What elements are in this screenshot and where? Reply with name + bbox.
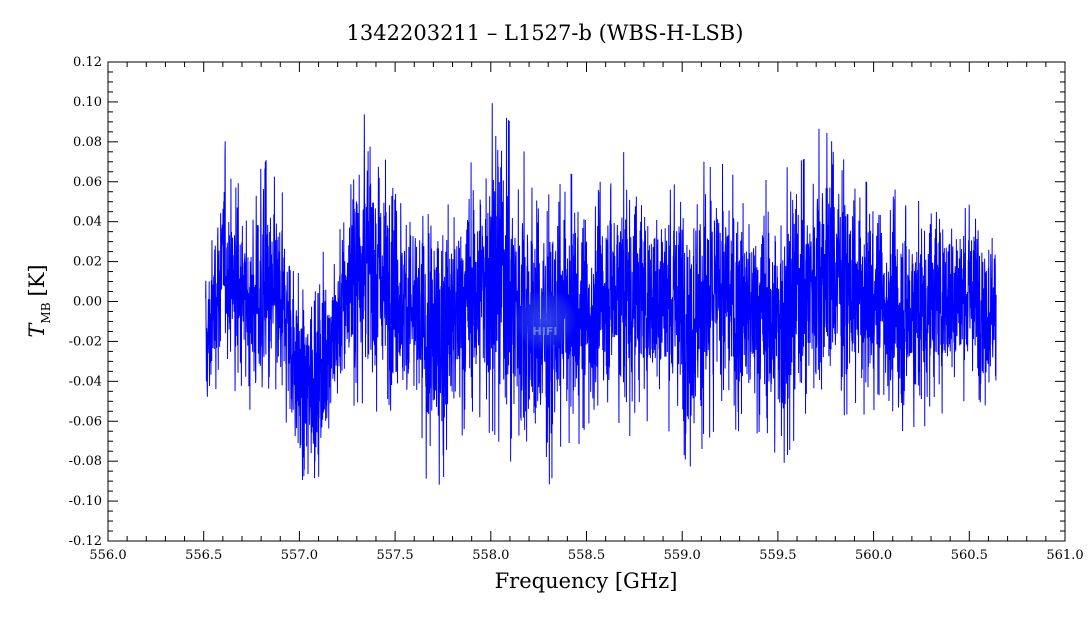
y-tick-label: 0.10 [73, 95, 102, 110]
spectrum-series-line [205, 103, 997, 485]
x-tick-label: 558.0 [472, 548, 509, 563]
watermark-text: HIFI [533, 325, 558, 338]
series-group [205, 103, 997, 485]
y-axis-symbol: T [25, 322, 49, 338]
y-tick-labels: -0.12 -0.10 -0.08 -0.06 -0.04 -0.02 0.00 0.02 0.… [69, 55, 102, 549]
y-tick-label: 0.00 [73, 295, 102, 310]
y-axis-unit: [K] [25, 264, 49, 296]
y-tick-label: -0.08 [69, 454, 102, 469]
y-tick-label: 0.02 [73, 255, 102, 270]
x-tick-label: 560.5 [951, 548, 988, 563]
x-tick-label: 561.0 [1046, 548, 1083, 563]
y-tick-label: -0.10 [69, 494, 102, 509]
y-tick-label: 0.12 [73, 55, 102, 70]
watermark-logo: HIFI [513, 288, 577, 352]
x-tick-label: 557.5 [376, 548, 413, 563]
x-tick-label: 558.5 [568, 548, 605, 563]
y-tick-label: 0.04 [73, 215, 102, 230]
y-tick-label: 0.06 [73, 175, 102, 190]
chart-title: 1342203211 – L1527-b (WBS-H-LSB) [347, 21, 744, 45]
x-tick-label: 559.5 [759, 548, 796, 563]
y-axis-title: TMB [K] [25, 264, 53, 337]
y-tick-label: -0.06 [69, 414, 102, 429]
y-tick-label: -0.02 [69, 334, 102, 349]
x-tick-label: 559.0 [664, 548, 701, 563]
x-tick-label: 556.0 [89, 548, 126, 563]
y-tick-label: -0.04 [69, 374, 102, 389]
x-tick-labels: 556.0 556.5 557.0 557.5 558.0 558.5 559.0 559.5… [89, 548, 1083, 563]
x-tick-label: 560.0 [855, 548, 892, 563]
y-tick-label: -0.12 [69, 534, 102, 549]
y-tick-label: 0.08 [73, 135, 102, 150]
ticks-group [107, 61, 1066, 542]
x-tick-label: 556.5 [185, 548, 222, 563]
x-axis-title: Frequency [GHz] [495, 569, 678, 593]
svg-text:TMB[K]: TMB [K] [25, 264, 53, 337]
x-tick-label: 557.0 [281, 548, 318, 563]
y-axis-subscript: MB [39, 302, 53, 323]
